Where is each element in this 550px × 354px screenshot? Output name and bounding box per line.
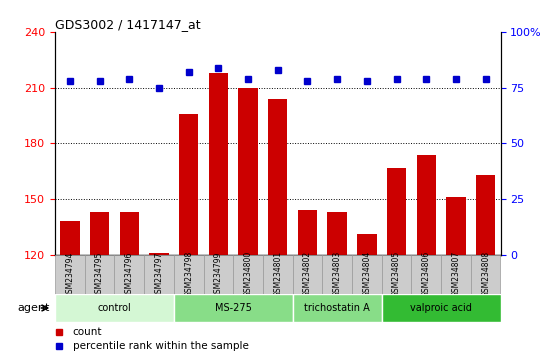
Bar bbox=[60, 222, 80, 255]
Text: MS-275: MS-275 bbox=[214, 303, 252, 313]
Bar bbox=[238, 88, 258, 255]
Text: agent: agent bbox=[17, 303, 50, 313]
Bar bbox=[387, 167, 406, 255]
Bar bbox=[441, 255, 471, 294]
Text: GSM234802: GSM234802 bbox=[303, 251, 312, 297]
Bar bbox=[149, 253, 169, 255]
Text: GSM234806: GSM234806 bbox=[422, 251, 431, 297]
Bar bbox=[382, 294, 500, 322]
Bar bbox=[268, 99, 288, 255]
Bar bbox=[357, 234, 377, 255]
Bar bbox=[174, 255, 204, 294]
Bar bbox=[263, 255, 293, 294]
Bar bbox=[179, 114, 199, 255]
Text: GSM234797: GSM234797 bbox=[155, 251, 163, 298]
Bar bbox=[327, 212, 347, 255]
Text: control: control bbox=[97, 303, 131, 313]
Bar bbox=[293, 294, 382, 322]
Text: valproic acid: valproic acid bbox=[410, 303, 472, 313]
Bar bbox=[55, 255, 85, 294]
Bar bbox=[233, 255, 263, 294]
Text: GSM234800: GSM234800 bbox=[244, 251, 252, 297]
Text: GSM234796: GSM234796 bbox=[125, 251, 134, 298]
Bar bbox=[85, 255, 114, 294]
Text: GSM234803: GSM234803 bbox=[333, 251, 342, 297]
Bar bbox=[298, 210, 317, 255]
Bar bbox=[416, 154, 436, 255]
Bar bbox=[114, 255, 144, 294]
Bar bbox=[476, 175, 496, 255]
Bar bbox=[174, 294, 293, 322]
Text: GDS3002 / 1417147_at: GDS3002 / 1417147_at bbox=[55, 18, 201, 31]
Bar bbox=[208, 73, 228, 255]
Text: GSM234795: GSM234795 bbox=[95, 251, 104, 298]
Bar bbox=[293, 255, 322, 294]
Bar bbox=[352, 255, 382, 294]
Text: GSM234807: GSM234807 bbox=[452, 251, 460, 297]
Text: GSM234808: GSM234808 bbox=[481, 251, 490, 297]
Bar bbox=[204, 255, 233, 294]
Bar bbox=[322, 255, 352, 294]
Bar bbox=[382, 255, 411, 294]
Text: GSM234799: GSM234799 bbox=[214, 251, 223, 298]
Bar bbox=[471, 255, 501, 294]
Text: count: count bbox=[73, 327, 102, 337]
Text: GSM234794: GSM234794 bbox=[65, 251, 74, 298]
Text: GSM234798: GSM234798 bbox=[184, 251, 193, 297]
Bar bbox=[446, 197, 466, 255]
Bar bbox=[411, 255, 441, 294]
Bar bbox=[55, 294, 174, 322]
Text: trichostatin A: trichostatin A bbox=[304, 303, 370, 313]
Bar bbox=[119, 212, 139, 255]
Text: GSM234805: GSM234805 bbox=[392, 251, 401, 297]
Text: GSM234804: GSM234804 bbox=[362, 251, 371, 297]
Bar bbox=[90, 212, 109, 255]
Text: GSM234801: GSM234801 bbox=[273, 251, 282, 297]
Bar bbox=[144, 255, 174, 294]
Text: percentile rank within the sample: percentile rank within the sample bbox=[73, 341, 249, 350]
